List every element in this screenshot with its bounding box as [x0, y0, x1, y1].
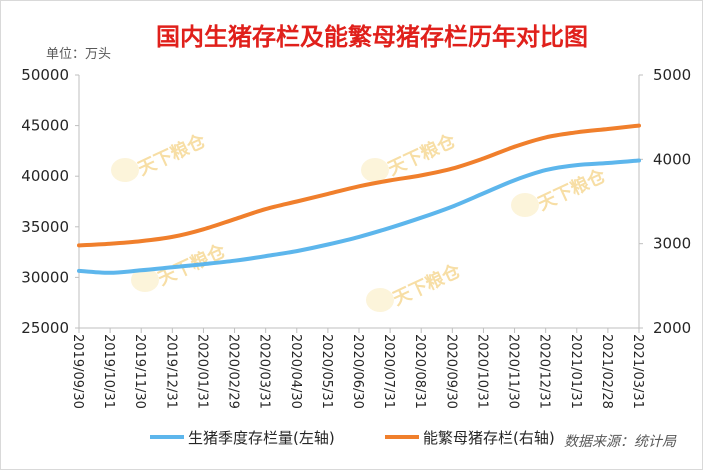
- y-left-tick-label: 40000: [21, 167, 69, 185]
- svg-text:天下粮仓: 天下粮仓: [134, 129, 209, 180]
- y-right-tick-label: 4000: [653, 150, 691, 168]
- x-tick-label: 2020/02/29: [226, 334, 241, 409]
- y-left-tick-label: 35000: [21, 218, 69, 236]
- y-left-tick-label: 50000: [21, 66, 69, 84]
- x-tick-label: 2019/12/31: [163, 334, 178, 409]
- legend: 生猪季度存栏量(左轴) 能繁母猪存栏(右轴): [150, 429, 555, 447]
- x-tick-label: 2020/08/31: [412, 334, 427, 409]
- x-tick-label: 2020/04/30: [288, 334, 303, 409]
- x-tick-label: 2019/11/30: [132, 334, 147, 409]
- x-tick-label: 2020/07/31: [381, 334, 396, 409]
- y-left-tick-label: 30000: [21, 268, 69, 286]
- y-left-tick-label: 45000: [21, 117, 69, 135]
- y-right-tick-label: 2000: [653, 319, 691, 337]
- x-tick-label: 2020/12/31: [537, 334, 552, 409]
- x-tick-label: 2020/10/31: [474, 334, 489, 409]
- legend-label-1: 生猪季度存栏量(左轴): [188, 429, 335, 447]
- y-right-tick-label: 5000: [653, 66, 691, 84]
- watermark-logo: 天下粮仓 天下粮仓 天下粮仓 天下粮仓 天下粮仓: [111, 129, 610, 312]
- x-tick-label: 2019/10/31: [101, 334, 116, 409]
- chart-title: 国内生猪存栏及能繁母猪存栏历年对比图: [156, 23, 588, 51]
- legend-label-2: 能繁母猪存栏(右轴): [423, 429, 555, 447]
- svg-text:天下粮仓: 天下粮仓: [389, 259, 464, 310]
- axes: 25000 30000 35000 40000 45000 50000 2000 3000 40…: [21, 66, 691, 409]
- y-right-tick-label: 3000: [653, 235, 691, 253]
- x-tick-label: 2020/01/31: [194, 334, 209, 409]
- x-tick-label: 2021/01/31: [568, 334, 583, 409]
- x-tick-label: 2020/09/30: [443, 334, 458, 409]
- series-line-2: [77, 123, 641, 248]
- svg-text:天下粮仓: 天下粮仓: [384, 129, 459, 180]
- y-left-tick-label: 25000: [21, 319, 69, 337]
- x-tick-label: 2021/03/31: [630, 334, 645, 409]
- series-group: [77, 123, 641, 275]
- x-tick-label: 2020/06/30: [350, 334, 365, 409]
- unit-label: 单位：万头: [46, 47, 111, 62]
- x-tick-label: 2019/09/30: [70, 334, 85, 409]
- x-tick-label: 2020/03/31: [257, 334, 272, 409]
- source-note: 数据来源：统计局: [564, 434, 677, 450]
- x-tick-label: 2021/02/28: [599, 334, 614, 409]
- x-tick-label: 2020/05/31: [319, 334, 334, 409]
- x-tick-label: 2020/11/30: [506, 334, 521, 409]
- series-line-1: [77, 158, 641, 275]
